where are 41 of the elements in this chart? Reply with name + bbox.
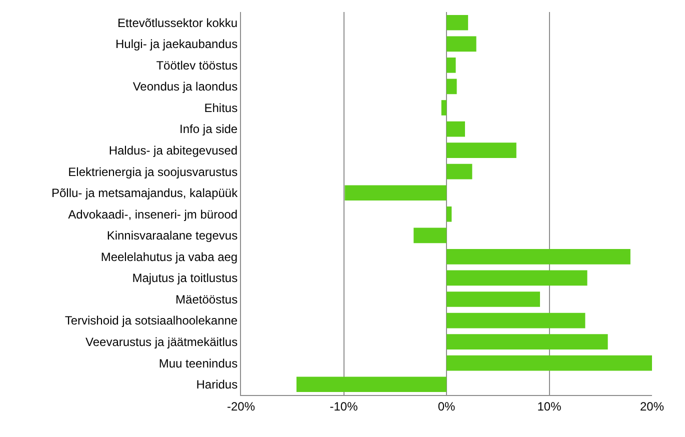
x-tick-label: -20%: [226, 399, 256, 414]
bar: [414, 228, 446, 244]
bar: [446, 292, 540, 307]
bar: [446, 142, 516, 158]
y-tick-label: Info ja side: [180, 122, 238, 136]
y-tick-label: Veondus ja laondus: [132, 80, 238, 94]
x-tick-label: 0%: [438, 399, 456, 414]
bar: [446, 334, 608, 350]
bar: [446, 355, 652, 371]
y-tick-label: Põllu- ja metsamajandus, kalapüük: [51, 186, 239, 200]
y-tick-label: Tervishoid ja sotsiaalhoolekanne: [64, 314, 238, 328]
x-tick-label: 10%: [537, 399, 562, 414]
bar: [446, 36, 476, 52]
bar: [446, 14, 468, 30]
y-tick-label: Majutus ja toitlustus: [132, 271, 238, 286]
y-tick-label: Töötlev tööstus: [156, 58, 238, 72]
y-tick-label: Mäetööstus: [176, 292, 238, 306]
y-tick-label: Ettevõtlussektor kokku: [118, 16, 238, 30]
y-tick-label: Elektrienergia ja soojusvarustus: [68, 164, 238, 179]
y-tick-label: Haldus- ja abitegevused: [108, 144, 238, 158]
y-tick-label: Haridus: [196, 378, 238, 392]
y-tick-label: Hulgi- ja jaekaubandus: [116, 37, 238, 52]
bar: [446, 312, 586, 328]
bar: [446, 78, 457, 94]
y-tick-label: Ehitus: [204, 100, 238, 115]
bar: [446, 206, 452, 222]
y-tick-label: Muu teenindus: [158, 356, 238, 370]
y-tick-label: Kinnisvaraalane tegevus: [106, 228, 238, 243]
bar: [446, 270, 588, 286]
x-tick-label: -10%: [330, 399, 358, 414]
y-tick-label: Advokaadi-, inseneri- jm bürood: [68, 207, 238, 222]
bar: [344, 185, 446, 201]
bar: [446, 164, 472, 180]
y-tick-label: Veevarustus ja jäätmekäitlus: [86, 335, 238, 350]
y-tick-label: Meelelahutus ja vaba aeg: [100, 250, 238, 264]
bar: [446, 121, 465, 137]
bar: [441, 100, 446, 116]
bar: [296, 376, 446, 392]
bar: [446, 249, 630, 264]
bar: [446, 58, 456, 73]
x-tick-label: 20%: [640, 399, 664, 414]
